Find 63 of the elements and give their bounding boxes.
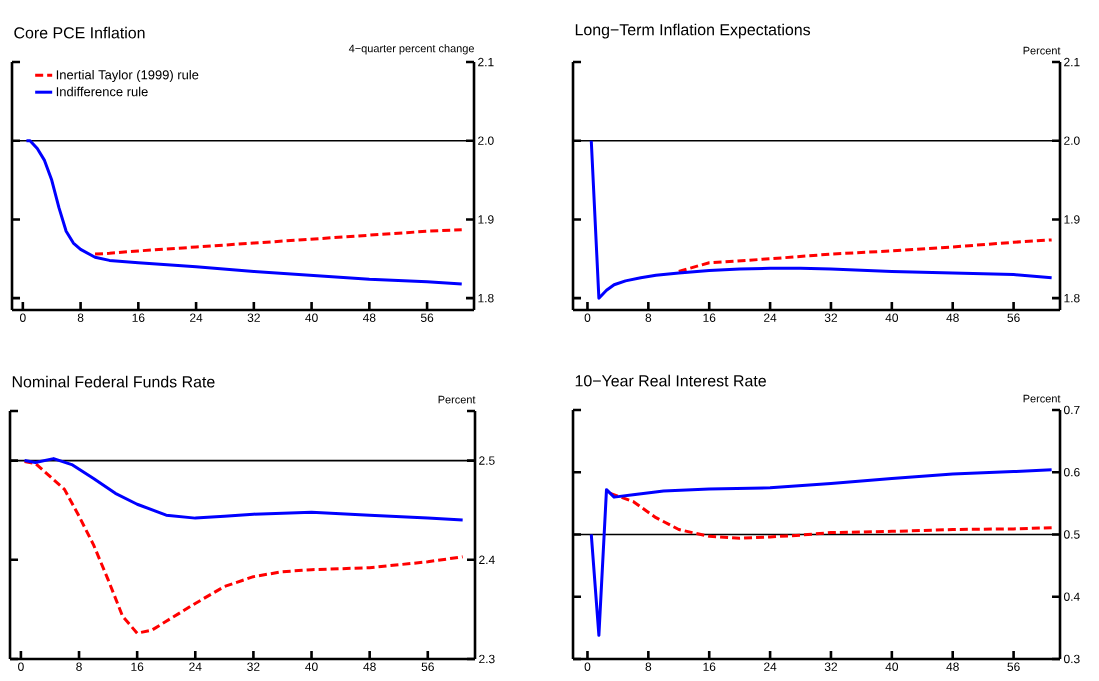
y-tick-label: 0.3 [1064, 654, 1080, 664]
x-tick-label: 56 [420, 313, 434, 322]
x-tick-label: 56 [1007, 313, 1020, 322]
y-axis-title: Percent [1023, 46, 1061, 55]
x-tick-label: 8 [76, 662, 82, 671]
chart-title: 10−Year Real Interest Rate [575, 374, 766, 387]
x-tick-label: 48 [946, 313, 959, 322]
x-tick-label: 16 [131, 662, 144, 671]
y-tick-label: 1.8 [1064, 293, 1080, 303]
y-tick-label: 1.9 [478, 215, 494, 224]
x-tick-label: 8 [645, 313, 652, 322]
x-tick-label: 40 [305, 313, 318, 322]
x-tick-label: 56 [421, 662, 434, 671]
x-tick-label: 32 [824, 662, 838, 671]
x-tick-label: 0 [584, 662, 591, 671]
x-tick-label: 24 [764, 313, 777, 322]
x-tick-label: 40 [305, 662, 318, 671]
legend-label: Inertial Taylor (1999) rule [56, 69, 199, 82]
x-tick-label: 40 [885, 313, 899, 322]
x-tick-label: 24 [189, 662, 202, 671]
x-tick-label: 24 [764, 662, 777, 671]
y-tick-label: 2.4 [479, 555, 495, 564]
y-tick-label: 2.3 [479, 654, 495, 664]
x-tick-label: 16 [132, 313, 145, 322]
line-series [589, 139, 1054, 300]
y-axis-title: Percent [1023, 394, 1061, 403]
x-tick-label: 0 [19, 313, 26, 322]
x-tick-label: 24 [190, 313, 203, 322]
x-tick-label: 32 [824, 313, 838, 322]
x-tick-label: 16 [703, 662, 716, 671]
x-tick-label: 48 [363, 662, 376, 671]
y-tick-label: 0.4 [1064, 592, 1080, 601]
x-tick-label: 48 [946, 662, 959, 671]
x-tick-label: 56 [1007, 662, 1020, 671]
chart-title: Nominal Federal Funds Rate [12, 375, 215, 388]
y-tick-label: 1.9 [1064, 215, 1080, 224]
line-series [589, 468, 1054, 637]
y-tick-label: 2.5 [479, 456, 495, 465]
y-tick-label: 2.1 [1064, 57, 1080, 67]
x-tick-label: 32 [247, 662, 260, 671]
x-tick-label: 8 [77, 313, 84, 322]
x-tick-label: 32 [247, 313, 260, 322]
x-tick-label: 16 [703, 313, 716, 322]
y-axis-title: Percent [438, 395, 476, 404]
y-tick-label: 2.1 [478, 57, 494, 67]
y-tick-label: 2.0 [478, 136, 494, 145]
x-tick-label: 48 [362, 313, 376, 322]
x-tick-label: 40 [885, 662, 899, 671]
x-tick-label: 8 [645, 662, 652, 671]
x-tick-label: 0 [584, 313, 591, 322]
y-tick-label: 0.7 [1064, 405, 1080, 415]
legend-label: Indifference rule [56, 86, 148, 97]
x-tick-label: 0 [18, 662, 24, 671]
y-tick-label: 2.0 [1064, 136, 1080, 145]
y-tick-label: 0.5 [1064, 530, 1080, 539]
y-tick-label: 1.8 [478, 293, 494, 303]
y-axis-title: 4−quarter percent change [348, 44, 474, 55]
line-series [677, 238, 1054, 273]
chart-title: Core PCE Inflation [14, 26, 145, 39]
line-series [23, 457, 465, 522]
y-tick-label: 0.6 [1064, 468, 1080, 477]
line-series [23, 460, 465, 635]
chart-title: Long−Term Inflation Expectations [575, 23, 811, 39]
